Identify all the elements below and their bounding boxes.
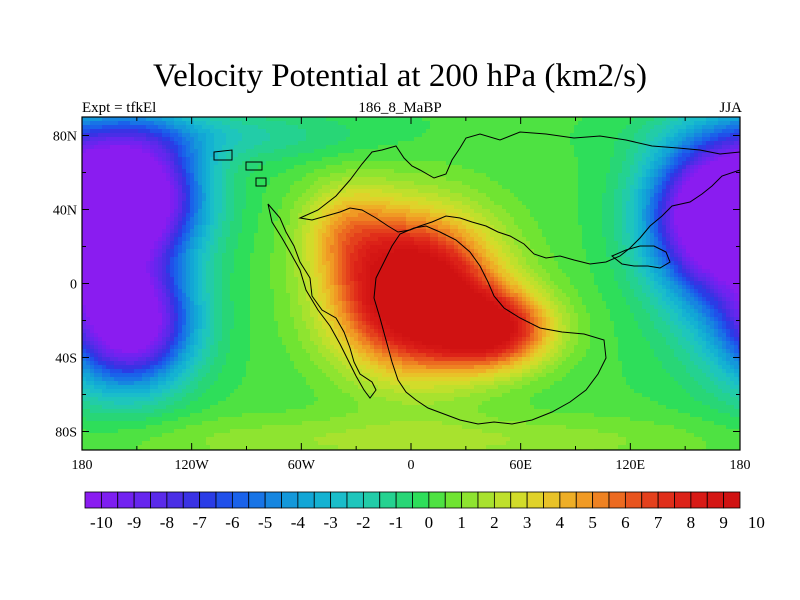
colorbar-box [429, 492, 445, 508]
y-tick-label: 40S [55, 352, 77, 367]
y-tick-label: 80S [55, 426, 77, 441]
colorbar-label: -5 [258, 513, 272, 532]
colorbar-label: -4 [291, 513, 306, 532]
colorbar-box [527, 492, 543, 508]
colorbar-box [691, 492, 707, 508]
colorbar-box [85, 492, 101, 508]
colorbar-label: -3 [324, 513, 338, 532]
colorbar-box [298, 492, 314, 508]
colorbar-box [576, 492, 592, 508]
colorbar-box [216, 492, 232, 508]
colorbar-box [232, 492, 248, 508]
colorbar-box [511, 492, 527, 508]
y-tick-label: 40N [53, 204, 77, 219]
colorbar-box [314, 492, 330, 508]
colorbar-box [151, 492, 167, 508]
colorbar-box [462, 492, 478, 508]
x-tick-label: 60W [288, 458, 316, 473]
colorbar-label: -9 [127, 513, 141, 532]
colorbar-label: 10 [748, 513, 765, 532]
colorbar-label: 5 [588, 513, 597, 532]
colorbar-box [265, 492, 281, 508]
colorbar-label: 1 [457, 513, 466, 532]
colorbar-box [544, 492, 560, 508]
colorbar-box [282, 492, 298, 508]
x-tick-label: 0 [408, 458, 415, 473]
y-tick-label: 0 [70, 278, 77, 293]
velocity-potential-field [82, 117, 742, 453]
colorbar-box [380, 492, 396, 508]
colorbar-box [445, 492, 461, 508]
x-tick-label: 60E [509, 458, 532, 473]
colorbar-box [363, 492, 379, 508]
colorbar-label: 8 [687, 513, 696, 532]
x-tick-label: 180 [730, 458, 751, 473]
colorbar-box [724, 492, 740, 508]
colorbar-box [101, 492, 117, 508]
colorbar-box [413, 492, 429, 508]
colorbar-label: -8 [160, 513, 174, 532]
colorbar-box [118, 492, 134, 508]
colorbar-label: 0 [425, 513, 434, 532]
colorbar-box [249, 492, 265, 508]
colorbar-box [707, 492, 723, 508]
colorbar-label: -10 [90, 513, 113, 532]
colorbar-label: 2 [490, 513, 499, 532]
colorbar-box [134, 492, 150, 508]
colorbar: -10 -9 -8 -7 -6 -5 -4 -3 -2 -1 0 1 2 3 4 5 6 7 8 9 10 [85, 492, 765, 532]
colorbar-label: -6 [225, 513, 239, 532]
colorbar-box [625, 492, 641, 508]
colorbar-box [560, 492, 576, 508]
colorbar-box [200, 492, 216, 508]
colorbar-label: 4 [556, 513, 565, 532]
colorbar-label: 6 [621, 513, 630, 532]
y-tick-label: 80N [53, 130, 77, 145]
colorbar-box [494, 492, 510, 508]
colorbar-box [478, 492, 494, 508]
x-tick-label: 120E [616, 458, 646, 473]
colorbar-box [347, 492, 363, 508]
colorbar-label: 9 [719, 513, 728, 532]
colorbar-label: 7 [654, 513, 663, 532]
x-tick-label: 120W [175, 458, 210, 473]
colorbar-box [396, 492, 412, 508]
colorbar-box [642, 492, 658, 508]
colorbar-box [609, 492, 625, 508]
colorbar-box [183, 492, 199, 508]
colorbar-label: -2 [356, 513, 370, 532]
colorbar-box [593, 492, 609, 508]
colorbar-label: -1 [389, 513, 403, 532]
x-tick-label: 180 [72, 458, 93, 473]
colorbar-label: 3 [523, 513, 532, 532]
colorbar-label: -7 [193, 513, 208, 532]
colorbar-box [658, 492, 674, 508]
colorbar-box [331, 492, 347, 508]
colorbar-box [167, 492, 183, 508]
colorbar-box [675, 492, 691, 508]
